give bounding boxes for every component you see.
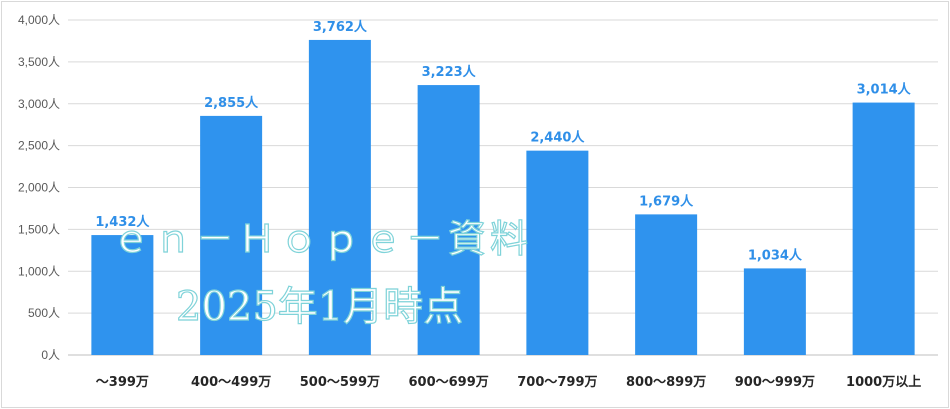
y-tick-label: 1,500人 — [18, 222, 60, 236]
category-label: 700～799万 — [517, 375, 597, 390]
bar — [200, 115, 263, 355]
y-tick-label: 3,500人 — [18, 55, 60, 69]
category-label: 400～499万 — [191, 375, 271, 390]
bar — [417, 85, 480, 355]
x-axis-category-labels: ～399万 400～499万 500～599万 600～699万 700～799万 800… — [96, 375, 921, 390]
y-axis-tick-labels: 0人 500人 1,000人 1,500人 2,000人 2,500人 3,000人 3,50… — [18, 13, 60, 362]
category-label: 500～599万 — [300, 375, 380, 390]
bars — [91, 39, 915, 356]
bar — [852, 102, 915, 355]
data-label: 2,855人 — [204, 95, 259, 111]
data-label: 3,223人 — [422, 64, 477, 80]
bar — [635, 214, 698, 355]
watermark: ｅｎ－Ｈｏｐｅ－資料 2025年1月時点 — [111, 216, 532, 330]
data-label: 1,679人 — [639, 193, 694, 209]
category-label: 600～699万 — [408, 375, 488, 390]
y-tick-label: 3,000人 — [18, 97, 60, 111]
bar — [91, 235, 154, 355]
category-label: 800～899万 — [626, 375, 706, 390]
bar — [743, 268, 806, 355]
data-label: 1,034人 — [748, 247, 803, 263]
data-label: 3,014人 — [857, 82, 912, 98]
y-tick-label: 1,000人 — [18, 264, 60, 278]
watermark-line-2: 2025年1月時点 — [176, 284, 463, 330]
data-label: 2,440人 — [530, 130, 585, 146]
y-tick-label: 4,000人 — [18, 13, 60, 27]
category-label: 1000万以上 — [846, 375, 921, 390]
watermark-line-1: ｅｎ－Ｈｏｐｅ－資料 — [112, 217, 532, 261]
y-tick-label: 2,500人 — [18, 139, 60, 153]
data-label: 1,432人 — [95, 214, 150, 230]
bar — [526, 150, 589, 355]
data-label: 3,762人 — [313, 19, 368, 35]
bar — [308, 39, 371, 356]
y-tick-label: 500人 — [28, 306, 60, 320]
y-tick-label: 2,000人 — [18, 181, 60, 195]
y-tick-label: 0人 — [41, 348, 60, 362]
category-label: ～399万 — [96, 375, 149, 390]
category-label: 900～999万 — [735, 375, 815, 390]
data-labels: 1,432人 2,855人 3,762人 3,223人 2,440人 1,679人 1,03… — [95, 19, 911, 263]
